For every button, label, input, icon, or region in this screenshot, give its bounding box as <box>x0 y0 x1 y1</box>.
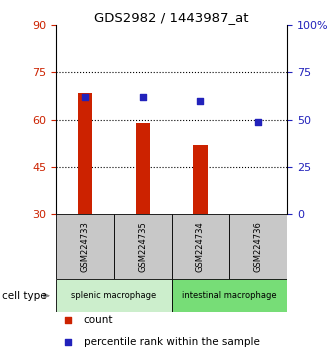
Text: GSM224733: GSM224733 <box>81 221 89 272</box>
Bar <box>136 123 150 214</box>
Point <box>256 120 261 125</box>
Bar <box>229 214 287 279</box>
Text: GSM224735: GSM224735 <box>138 222 147 272</box>
Bar <box>172 279 287 312</box>
Text: GSM224736: GSM224736 <box>254 221 263 272</box>
Bar <box>78 93 92 214</box>
Point <box>82 94 88 99</box>
Point <box>65 339 70 345</box>
Point <box>65 318 70 323</box>
Text: cell type: cell type <box>2 291 46 301</box>
Bar <box>193 145 208 214</box>
Bar <box>251 213 265 214</box>
Bar <box>114 214 172 279</box>
Point <box>140 94 146 99</box>
Bar <box>172 214 229 279</box>
Text: splenic macrophage: splenic macrophage <box>71 291 156 300</box>
Bar <box>56 214 114 279</box>
Text: GSM224734: GSM224734 <box>196 222 205 272</box>
Text: count: count <box>84 315 113 325</box>
Point <box>198 98 203 103</box>
Text: percentile rank within the sample: percentile rank within the sample <box>84 337 260 347</box>
Title: GDS2982 / 1443987_at: GDS2982 / 1443987_at <box>94 11 249 24</box>
Bar <box>56 279 172 312</box>
Text: intestinal macrophage: intestinal macrophage <box>182 291 277 300</box>
